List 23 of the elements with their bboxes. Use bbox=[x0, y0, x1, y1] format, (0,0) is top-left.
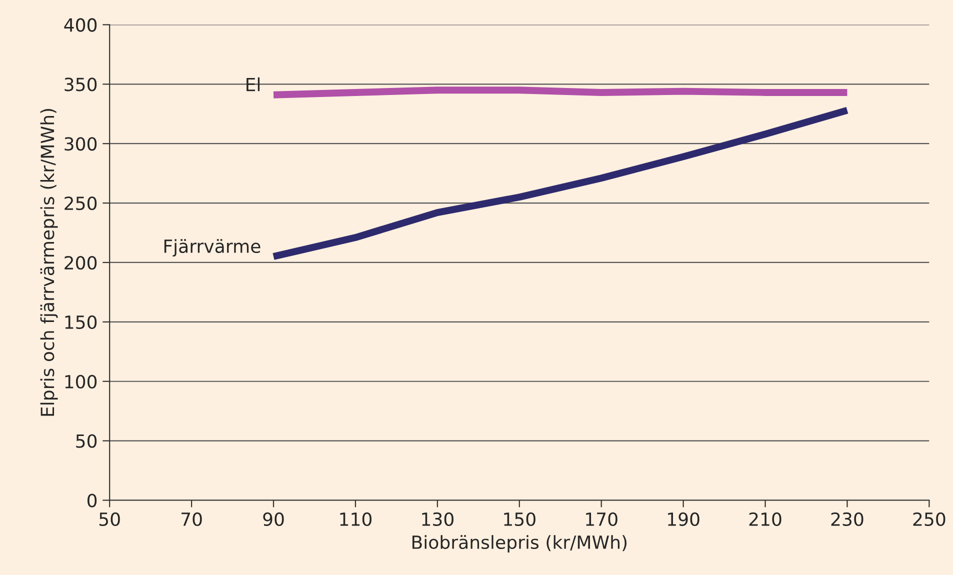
x-tick-label: 50 bbox=[100, 512, 120, 526]
x-tick-label: 170 bbox=[586, 512, 618, 526]
y-tick-label: 150 bbox=[65, 315, 97, 330]
y-tick-label: 300 bbox=[64, 137, 97, 151]
y-tick-label: 250 bbox=[64, 196, 97, 210]
x-axis-title: Biobränslepris (kr/MWh) bbox=[412, 535, 627, 553]
x-tick-label: 210 bbox=[749, 512, 782, 526]
y-tick-label: 400 bbox=[64, 18, 97, 32]
series-label: Fjärrvärme bbox=[164, 239, 260, 257]
x-tick-label: 190 bbox=[668, 512, 700, 526]
x-tick-label: 130 bbox=[422, 512, 454, 526]
y-tick-label: 50 bbox=[76, 434, 97, 448]
x-tick-label: 90 bbox=[263, 512, 284, 526]
y-tick-label: 0 bbox=[87, 494, 97, 508]
x-tick-label: 70 bbox=[182, 512, 202, 526]
x-tick-label: 110 bbox=[340, 512, 372, 526]
x-tick-label: 150 bbox=[504, 512, 536, 526]
y-tick-label: 350 bbox=[64, 78, 97, 92]
x-tick-label: 230 bbox=[831, 512, 864, 526]
y-axis-title: Elpris och fjärrvärmepris (kr/MWh) bbox=[40, 108, 58, 416]
y-tick-label: 200 bbox=[64, 256, 97, 270]
x-tick-label: 250 bbox=[913, 512, 946, 526]
y-tick-label: 100 bbox=[65, 374, 97, 388]
